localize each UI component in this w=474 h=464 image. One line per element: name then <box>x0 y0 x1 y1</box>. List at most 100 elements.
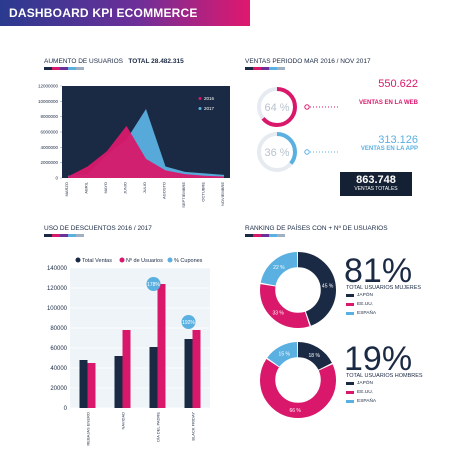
inner-ring-gap <box>275 267 321 313</box>
x-tick-label: SEPTIEMBRE <box>181 182 186 208</box>
legend-label: Nº de Usuarios <box>126 257 163 264</box>
bar-Nº de Usuarios <box>87 363 96 408</box>
dashboard-title: DASHBOARD KPI ECOMMERCE <box>9 6 198 20</box>
colorbar-segment <box>76 234 84 237</box>
colorbar-segment <box>60 67 68 70</box>
x-tick-label: MAYO <box>103 182 108 193</box>
women-label: TOTAL USUARIOS MUJERES <box>346 285 422 291</box>
y-tick-label: 8000000 <box>40 114 58 119</box>
men-legend-usa: EE.UU. <box>346 390 373 395</box>
ranking-section-title: RANKING DE PAÍSES CON + Nº DE USUARIOS <box>245 225 388 232</box>
slice-label: 22 % <box>273 265 285 271</box>
y-tick-label: 120000 <box>47 286 68 292</box>
y-tick-label: 80000 <box>50 326 67 332</box>
app-connector-dot <box>304 149 310 155</box>
total-sales-value: 863.748 <box>356 174 396 186</box>
slice-EE.UU. <box>260 342 336 418</box>
x-tick-label: NAVIDAD <box>121 412 126 430</box>
slice-JAPÓN <box>260 342 336 418</box>
colorbar-segment <box>52 67 60 70</box>
bar-Nº de Usuarios <box>157 284 166 408</box>
slice-label: 66 % <box>289 408 301 414</box>
men-donut-chart: 18 % 66 % 15 % <box>260 342 336 418</box>
header-banner: DASHBOARD KPI ECOMMERCE <box>0 0 250 26</box>
colorbar-segment <box>68 234 76 237</box>
y-tick-label: 10000000 <box>38 99 59 104</box>
slice-EE.UU. <box>260 252 336 328</box>
y-tick-label: 2000000 <box>40 160 58 165</box>
bar-Total Ventas <box>184 339 193 408</box>
web-sales-value: 550.622 <box>378 78 418 90</box>
colorbar-segment <box>269 67 277 70</box>
total-sales-box: 863.748 VENTAS TOTALES <box>340 172 412 196</box>
x-tick-label: DÍA DEL PADRE <box>156 412 161 442</box>
sales-section-title: VENTAS PERIODO MAR 2016 / NOV 2017 <box>245 58 371 65</box>
colorbar-segment <box>277 67 285 70</box>
legend-marker-2016 <box>198 97 202 100</box>
app-ring-percent: 36 % <box>264 147 289 159</box>
web-ring-arc <box>257 87 297 127</box>
coupon-marker <box>181 315 196 329</box>
bar-Total Ventas <box>149 347 158 408</box>
app-ring-arc <box>257 132 297 172</box>
y-tick-label: 4000000 <box>40 145 58 150</box>
coupon-label: 178% <box>147 282 160 288</box>
legend-marker-2017 <box>198 107 202 110</box>
x-tick-label: OCTUBRE <box>201 182 206 202</box>
legend-label-2017: 2017 <box>204 106 215 111</box>
sales-rings: 64 % 36 % <box>257 87 340 172</box>
slice-label: 33 % <box>272 311 284 317</box>
legend-japan-text: JAPÓN <box>357 293 373 298</box>
users-title-text: AUMENTO DE USUARIOS <box>44 58 123 65</box>
women-donut-chart: 45 % 33 % 22 % <box>260 252 336 328</box>
legend-label: Total Ventas <box>82 258 112 264</box>
y-tick-label: 0 <box>55 176 58 181</box>
users-colorbar <box>44 67 84 70</box>
slice-label: 45 % <box>322 283 334 289</box>
colorbar-segment <box>60 234 68 237</box>
colorbar-segment <box>245 67 253 70</box>
colorbar-segment <box>269 234 277 237</box>
colorbar-segment <box>245 234 253 237</box>
women-legend-japan: JAPÓN <box>346 293 373 298</box>
bar-Nº de Usuarios <box>192 330 201 408</box>
colorbar-segment <box>52 234 60 237</box>
colorbar-segment <box>44 234 52 237</box>
y-tick-label: 12000000 <box>38 84 59 89</box>
y-tick-label: 60000 <box>50 346 67 352</box>
x-tick-label: BLACK FRIDAY <box>191 412 196 441</box>
area-series-2016 <box>68 125 224 178</box>
colorbar-segment <box>277 234 285 237</box>
legend-spain-text: ESPAÑA <box>357 311 377 316</box>
legend-label: % Cupones <box>174 258 203 264</box>
bar-Total Ventas <box>79 360 88 408</box>
coupon-marker <box>146 277 161 291</box>
colorbar-segment <box>44 67 52 70</box>
legend-marker <box>167 257 173 263</box>
legend-marker <box>75 257 81 263</box>
sales-colorbar <box>245 67 285 70</box>
men-legend-japan: JAPÓN <box>346 381 373 386</box>
legend-usa-text: EE.UU. <box>357 390 373 395</box>
colorbar-segment <box>68 67 76 70</box>
legend-japan-text: JAPÓN <box>357 381 373 386</box>
total-sales-label: VENTAS TOTALES <box>354 186 398 192</box>
y-tick-label: 140000 <box>47 266 68 272</box>
x-tick-label: NOVIEMBRE <box>220 182 225 206</box>
app-sales-label: VENTAS EN LA APP <box>360 146 418 152</box>
legend-spain-text: ESPAÑA <box>357 399 377 404</box>
discounts-bar-chart: 0 20000 40000 60000 80000 100000 120000 140000 R… <box>47 257 210 446</box>
discounts-section-title: USO DE DESCUENTOS 2016 / 2017 <box>44 225 152 232</box>
women-legend-usa: EE.UU. <box>346 302 373 307</box>
ranking-colorbar <box>245 234 285 237</box>
legend-label-2016: 2016 <box>204 96 215 101</box>
slice-JAPÓN <box>260 252 336 328</box>
slice-label: 18 % <box>309 353 321 359</box>
web-sales-label: VENTAS EN LA WEB <box>358 100 418 106</box>
x-tick-label: JUNIO <box>123 182 128 194</box>
users-section-title: AUMENTO DE USUARIOS TOTAL 28.482.315 <box>44 58 184 65</box>
x-tick-label: ABRIL <box>84 181 89 193</box>
x-tick-label: JULIO <box>142 182 147 193</box>
x-tick-label: REBAJAS ENERO <box>86 412 91 446</box>
colorbar-segment <box>261 234 269 237</box>
